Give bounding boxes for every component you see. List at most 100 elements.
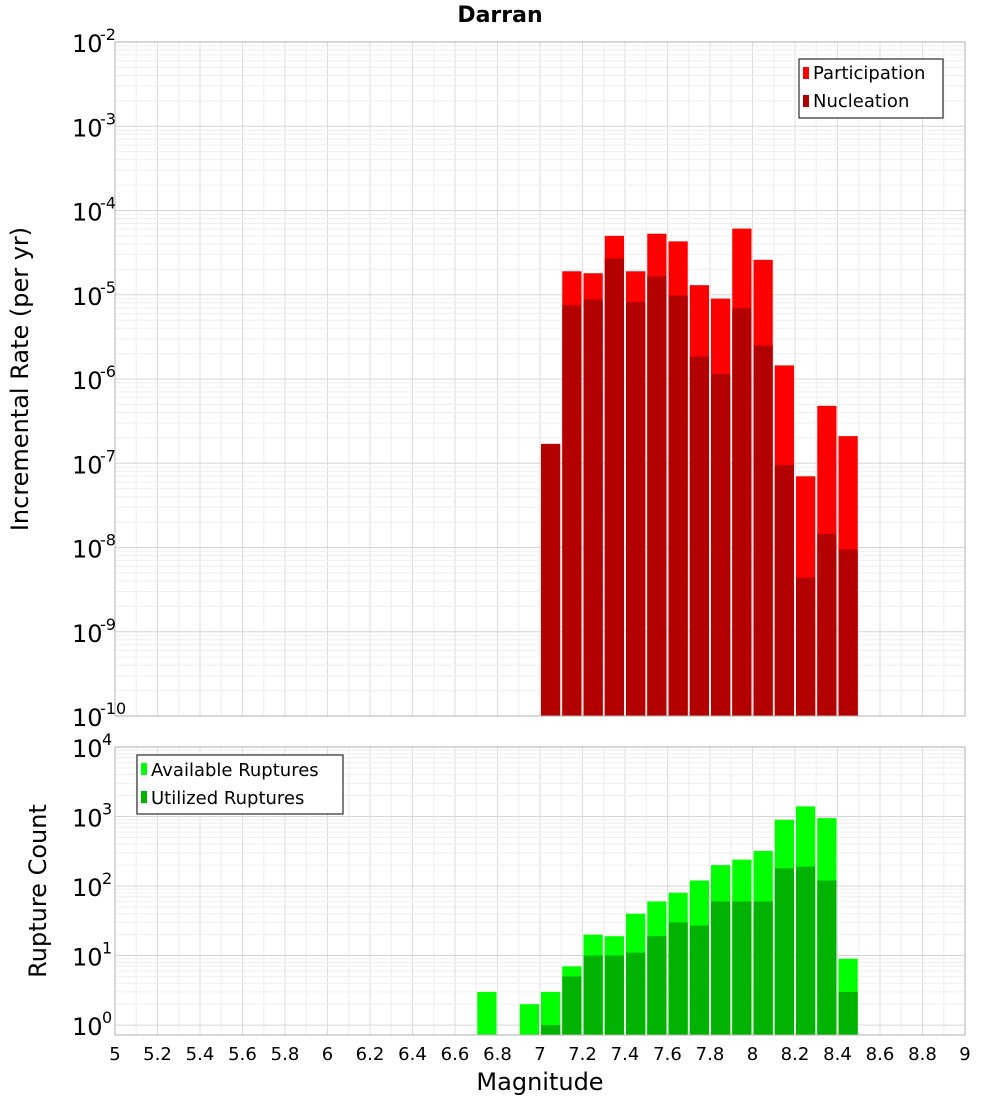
bar-utilized-ruptures-7.75 xyxy=(689,925,709,1035)
y-tick-label-bottom: 10 2 xyxy=(72,869,112,902)
y-tick-label-top: 10-3 xyxy=(72,109,116,142)
bar-nucleation-7.65 xyxy=(668,295,688,716)
x-tick-label: 7.4 xyxy=(611,1044,640,1065)
y-tick-label-top: 10-2 xyxy=(72,25,116,58)
y-tick-exponent: -6 xyxy=(100,362,116,381)
x-tick-labels: 5 5.2 5.4 5.6 5.8 6 6.2 6.4 6.6 6.8 7 7.2 7.4 7.6 7.8 8… xyxy=(109,1044,970,1065)
y-tick-label-bottom: 10 3 xyxy=(72,800,112,833)
bar-utilized-ruptures-7.65 xyxy=(668,922,688,1035)
y-tick-label-bottom: 10 1 xyxy=(72,939,112,972)
bar-nucleation-7.55 xyxy=(647,276,667,716)
bar-utilized-ruptures-8.15 xyxy=(774,868,794,1035)
y-tick-base: 10 xyxy=(72,805,103,833)
bar-nucleation-7.35 xyxy=(604,258,624,716)
y-tick-label-top: 10-7 xyxy=(72,446,116,479)
y-tick-exponent: -7 xyxy=(100,446,116,465)
legend-swatch-nucleation xyxy=(803,95,809,107)
y-tick-exponent: -4 xyxy=(100,194,116,213)
bar-utilized-ruptures-7.95 xyxy=(732,901,752,1035)
y-tick-exponent: -3 xyxy=(100,109,116,128)
x-tick-label: 6.6 xyxy=(441,1044,470,1065)
bottom-y-axis-label: Rupture Count xyxy=(24,804,52,978)
bar-utilized-ruptures-8.35 xyxy=(817,880,837,1035)
y-tick-label-top: 10-4 xyxy=(72,194,116,227)
y-tick-base: 10 xyxy=(72,874,103,902)
x-tick-label: 6.8 xyxy=(483,1044,512,1065)
y-tick-base: 10 xyxy=(72,944,103,972)
bar-nucleation-7.15 xyxy=(562,305,582,716)
y-tick-base: 10 xyxy=(72,199,103,227)
y-tick-base: 10 xyxy=(72,735,103,763)
y-tick-exponent: -2 xyxy=(100,25,116,44)
x-tick-label: 7 xyxy=(534,1044,545,1065)
bar-nucleation-7.05 xyxy=(541,443,561,716)
legend-label-utilized: Utilized Ruptures xyxy=(151,788,304,809)
bar-utilized-ruptures-8.05 xyxy=(753,901,773,1035)
x-tick-label: 5 xyxy=(109,1044,120,1065)
x-tick-label: 5.4 xyxy=(186,1044,215,1065)
bar-available-ruptures-7.05 xyxy=(541,991,561,1035)
y-tick-exponent: -8 xyxy=(100,531,116,550)
bar-utilized-ruptures-7.45 xyxy=(626,952,646,1035)
y-tick-base: 10 xyxy=(72,620,103,648)
y-tick-base: 10 xyxy=(72,451,103,479)
y-tick-exponent: -5 xyxy=(100,278,116,297)
y-tick-base: 10 xyxy=(72,114,103,142)
y-tick-label-bottom: 10 4 xyxy=(72,730,112,763)
legend-label-participation: Participation xyxy=(813,63,925,84)
top-bars xyxy=(541,228,858,717)
bar-utilized-ruptures-8.25 xyxy=(796,866,816,1035)
bar-nucleation-8.45 xyxy=(838,549,858,716)
bar-utilized-ruptures-7.55 xyxy=(647,936,667,1035)
top-grid xyxy=(114,41,966,717)
x-tick-label: 7.8 xyxy=(696,1044,725,1065)
y-tick-base: 10 xyxy=(72,536,103,564)
x-tick-label: 8.6 xyxy=(866,1044,895,1065)
y-tick-base: 10 xyxy=(72,1013,103,1041)
y-tick-base: 10 xyxy=(72,367,103,395)
legend-swatch-available xyxy=(141,763,147,775)
bar-nucleation-8.35 xyxy=(817,533,837,716)
x-axis-label: Magnitude xyxy=(476,1068,603,1096)
top-legend: Participation Nucleation xyxy=(798,58,944,119)
bar-utilized-ruptures-7.35 xyxy=(604,955,624,1035)
y-tick-exponent: 0 xyxy=(102,1008,112,1027)
x-tick-label: 5.6 xyxy=(228,1044,257,1065)
bottom-legend: Available Ruptures Utilized Ruptures xyxy=(136,754,344,815)
bottom-legend-box xyxy=(136,754,344,815)
y-tick-label-top: 10-10 xyxy=(72,699,126,732)
chart-title: Darran xyxy=(457,3,542,28)
top-y-axis-label: Incremental Rate (per yr) xyxy=(6,227,34,531)
bar-utilized-ruptures-8.45 xyxy=(838,991,858,1035)
bar-nucleation-7.95 xyxy=(732,308,752,716)
x-tick-label: 8.2 xyxy=(781,1044,810,1065)
y-tick-label-top: 10-5 xyxy=(72,278,116,311)
bar-utilized-ruptures-7.05 xyxy=(541,1025,561,1035)
top-plot-border xyxy=(114,41,966,717)
bar-nucleation-8.05 xyxy=(753,345,773,716)
x-tick-label: 5.8 xyxy=(271,1044,300,1065)
y-tick-label-bottom: 10 0 xyxy=(72,1008,112,1041)
y-tick-label-top: 10-9 xyxy=(72,615,116,648)
y-tick-exponent: 2 xyxy=(102,869,112,888)
x-tick-label: 6.4 xyxy=(398,1044,427,1065)
y-tick-base: 10 xyxy=(72,30,103,58)
y-tick-label-top: 10-8 xyxy=(72,531,116,564)
legend-label-nucleation: Nucleation xyxy=(813,91,909,112)
x-tick-label: 8.8 xyxy=(908,1044,937,1065)
x-tick-label: 5.2 xyxy=(143,1044,172,1065)
x-tick-label: 8.4 xyxy=(823,1044,852,1065)
y-tick-exponent: 3 xyxy=(102,800,112,819)
x-tick-label: 7.6 xyxy=(653,1044,682,1065)
legend-swatch-utilized xyxy=(141,791,147,803)
bar-nucleation-7.25 xyxy=(583,299,603,716)
x-tick-label: 9 xyxy=(959,1044,970,1065)
x-tick-label: 6 xyxy=(322,1044,333,1065)
bar-nucleation-8.25 xyxy=(796,577,816,716)
bar-nucleation-7.85 xyxy=(711,373,731,716)
bar-nucleation-7.75 xyxy=(689,356,709,716)
y-tick-exponent: -10 xyxy=(100,699,126,718)
